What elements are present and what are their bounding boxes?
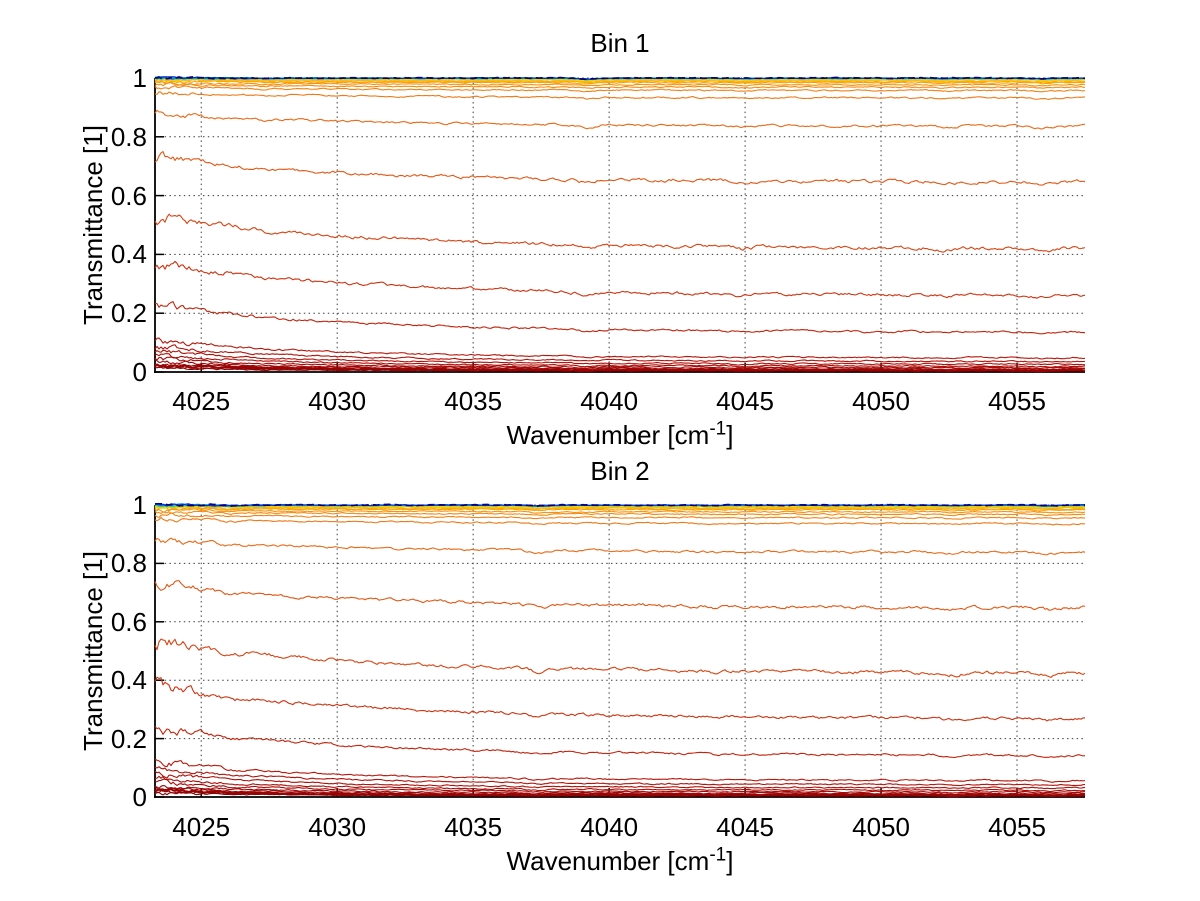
spectrum-curve xyxy=(154,79,1086,85)
spectrum-curve xyxy=(154,580,1086,611)
spectrum-curve xyxy=(154,344,1086,363)
chart2-xlabel-superscript: -1 xyxy=(709,844,727,866)
chart1-xlabel: Wavenumber [cm-1] xyxy=(420,418,820,450)
spectrum-curve xyxy=(154,638,1086,678)
spectrum-curve xyxy=(154,82,1086,89)
chart1-xlabel-base: Wavenumber [cm xyxy=(506,420,710,450)
spectrum-curve xyxy=(154,778,1086,794)
chart2-xlabel-base: Wavenumber [cm xyxy=(506,846,710,876)
y-tick-label: 0.2 xyxy=(110,723,147,754)
spectrum-curve xyxy=(154,758,1086,783)
x-tick-label: 4030 xyxy=(308,812,367,842)
x-tick-label: 4045 xyxy=(716,386,774,416)
x-tick-label: 4055 xyxy=(988,812,1046,842)
spectrum-curve xyxy=(154,358,1086,371)
spectrum-curve xyxy=(154,81,1086,87)
x-tick-label: 4025 xyxy=(172,386,231,416)
y-tick-label: 0.2 xyxy=(110,298,147,329)
chart2-title: Bin 2 xyxy=(590,456,650,486)
y-tick-label: 0.6 xyxy=(110,180,147,211)
y-tick-label: 0.4 xyxy=(110,665,147,696)
spectrum-curve xyxy=(154,785,1086,796)
spectrum-curve xyxy=(154,85,1086,93)
spectrum-curve xyxy=(154,775,1086,793)
spectrum-curve xyxy=(154,91,1086,100)
y-tick-label: 0.8 xyxy=(110,548,147,579)
chart2-xlabel: Wavenumber [cm-1] xyxy=(420,844,820,876)
spectrum-curve xyxy=(154,260,1086,299)
spectrum-curve xyxy=(154,356,1086,370)
y-tick-label: 0 xyxy=(132,357,147,387)
spectrum-curve xyxy=(154,510,1086,517)
spectrum-curve xyxy=(154,337,1086,360)
spectrum-curve xyxy=(154,109,1086,130)
spectrum-curve xyxy=(154,213,1086,253)
spectrum-curve xyxy=(154,363,1086,373)
chart1-xlabel-superscript: -1 xyxy=(709,418,727,440)
chart1-xlabel-close: ] xyxy=(726,420,734,450)
y-tick-label: 0.6 xyxy=(110,606,147,637)
y-tick-label: 1 xyxy=(132,490,147,520)
spectrum-curve xyxy=(154,787,1086,798)
spectrum-curve xyxy=(154,770,1086,790)
x-tick-label: 4040 xyxy=(580,386,639,416)
x-tick-label: 4035 xyxy=(444,386,503,416)
x-tick-label: 4040 xyxy=(580,812,639,842)
x-tick-label: 4045 xyxy=(716,812,774,842)
spectrum-curve xyxy=(154,301,1086,335)
spectrum-curve xyxy=(154,504,1086,510)
y-tick-label: 0.4 xyxy=(110,239,147,270)
spectrum-curve xyxy=(154,151,1086,186)
spectrum-curve xyxy=(154,349,1086,366)
y-tick-label: 0.8 xyxy=(110,121,147,152)
y-tick-label: 1 xyxy=(132,63,147,93)
spectrum-curve xyxy=(154,676,1086,722)
x-tick-label: 4055 xyxy=(988,386,1046,416)
chart2-xlabel-close: ] xyxy=(726,846,734,876)
x-tick-label: 4025 xyxy=(172,812,231,842)
x-tick-label: 4050 xyxy=(852,386,910,416)
spectrum-curve xyxy=(154,766,1086,787)
spectrum-curve xyxy=(154,502,1086,508)
y-tick-label: 0 xyxy=(132,782,147,812)
x-tick-label: 4035 xyxy=(444,812,503,842)
spectrum-curve xyxy=(154,537,1086,556)
spectrum-curve xyxy=(154,512,1086,520)
spectrum-curve xyxy=(154,506,1086,512)
chart1-title: Bin 1 xyxy=(590,28,650,58)
x-tick-label: 4050 xyxy=(852,812,910,842)
spectrum-curve xyxy=(154,726,1086,759)
spectrum-curve xyxy=(154,75,1086,81)
spectrum-curve xyxy=(154,508,1086,514)
x-tick-label: 4030 xyxy=(308,386,367,416)
spectrum-curve xyxy=(154,516,1086,526)
spectrum-curve xyxy=(154,353,1086,368)
